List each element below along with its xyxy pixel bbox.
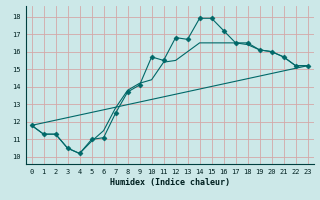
- X-axis label: Humidex (Indice chaleur): Humidex (Indice chaleur): [109, 178, 230, 187]
